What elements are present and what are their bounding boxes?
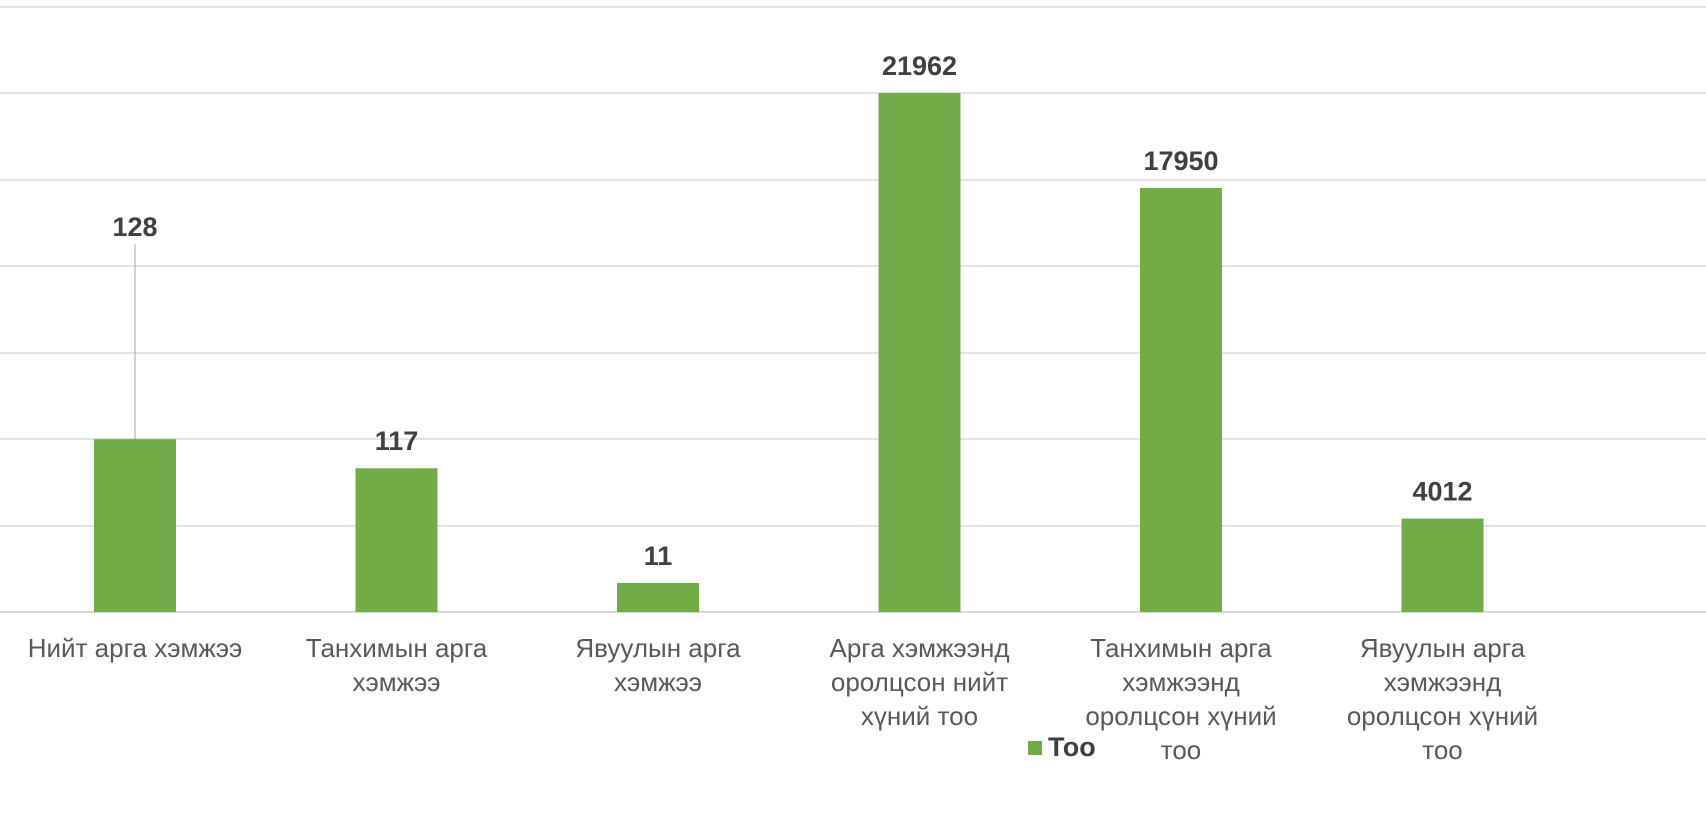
data-labels: 128 117 11 21962 17950 4012 (112, 51, 1472, 571)
data-label: 21962 (882, 51, 957, 81)
bar (94, 439, 176, 612)
category-label-line: хэмжээ (352, 667, 440, 697)
data-label: 128 (112, 212, 157, 242)
category-label-line: тоо (1161, 735, 1202, 765)
legend: Тоо (1028, 732, 1096, 763)
category-label: Танхимын арга хэмжээнд оролцсон хүний тоо (1085, 633, 1276, 765)
category-label-line: хэмжээ (614, 667, 702, 697)
bar (1401, 518, 1484, 612)
category-label-line: оролцсон хүний (1347, 701, 1538, 731)
category-label-line: хүний тоо (861, 701, 978, 731)
category-label: Явуулын арга хэмжээнд оролцсон хүний тоо (1347, 633, 1538, 765)
category-label-line: хэмжээнд (1122, 667, 1240, 697)
gridlines (0, 6, 1706, 613)
category-label-line: Явуулын арга (575, 633, 741, 663)
data-label: 17950 (1143, 146, 1218, 176)
legend-swatch (1028, 740, 1042, 755)
category-label: Явуулын арга хэмжээ (575, 633, 741, 697)
category-label-line: Танхимын арга (306, 633, 488, 663)
category-label-line: оролцсон нийт (831, 667, 1008, 697)
data-label: 4012 (1412, 477, 1472, 507)
category-label-line: хэмжээнд (1384, 667, 1502, 697)
category-label: Танхимын арга хэмжээ (306, 633, 488, 697)
bars (94, 93, 1484, 613)
category-labels: Нийт арга хэмжээ Танхимын арга хэмжээЯвуул… (28, 633, 1538, 765)
bar (1140, 187, 1222, 613)
category-label-line: тоо (1422, 735, 1463, 765)
category-label-line: Арга хэмжээнд (830, 633, 1010, 663)
legend-label: Тоо (1048, 732, 1096, 762)
category-label-line: Танхимын арга (1090, 633, 1272, 663)
category-label: Нийт арга хэмжээ (28, 633, 243, 663)
bar (617, 582, 699, 612)
category-label-line: оролцсон хүний (1085, 701, 1276, 731)
bar (355, 468, 438, 612)
data-label: 11 (644, 541, 673, 571)
category-label-line: Явуулын арга (1360, 633, 1526, 663)
bar (878, 93, 961, 612)
category-label: Арга хэмжээнд оролцсон нийт хүний тоо (830, 633, 1010, 731)
data-label: 117 (375, 426, 419, 456)
category-label-line: Нийт арга хэмжээ (28, 633, 243, 663)
